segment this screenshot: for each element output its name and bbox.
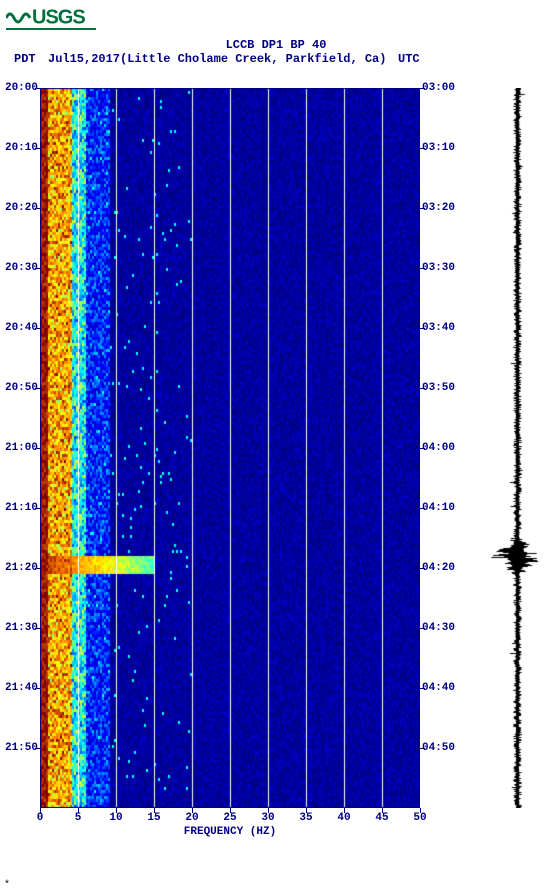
- pdt-tick: 20:00: [2, 82, 38, 94]
- freq-tick: 15: [144, 812, 164, 824]
- pdt-tick: 20:30: [2, 262, 38, 274]
- utc-label: UTC: [398, 52, 420, 66]
- chart-title: LCCB DP1 BP 40: [0, 38, 552, 52]
- utc-tick: 04:20: [422, 562, 460, 574]
- spectrogram-canvas: [40, 88, 420, 808]
- utc-tick: 04:10: [422, 502, 460, 514]
- utc-tick: 03:00: [422, 82, 460, 94]
- usgs-text: USGS: [32, 6, 85, 28]
- pdt-tick: 20:50: [2, 382, 38, 394]
- freq-tick: 5: [68, 812, 88, 824]
- pdt-label: PDT: [14, 52, 36, 66]
- freq-tick: 0: [30, 812, 50, 824]
- x-axis-label: FREQUENCY (HZ): [40, 826, 420, 838]
- pdt-tick: 21:30: [2, 622, 38, 634]
- utc-tick: 03:50: [422, 382, 460, 394]
- pdt-tick: 21:20: [2, 562, 38, 574]
- freq-tick: 10: [106, 812, 126, 824]
- pdt-tick: 20:10: [2, 142, 38, 154]
- freq-tick: 35: [296, 812, 316, 824]
- pdt-tick: 20:20: [2, 202, 38, 214]
- freq-tick: 30: [258, 812, 278, 824]
- utc-tick: 04:30: [422, 622, 460, 634]
- utc-tick: 03:20: [422, 202, 460, 214]
- utc-tick: 04:00: [422, 442, 460, 454]
- seismogram-canvas: [490, 88, 545, 808]
- utc-tick: 03:10: [422, 142, 460, 154]
- date-label: Jul15,2017: [48, 52, 120, 66]
- pdt-tick: 21:00: [2, 442, 38, 454]
- usgs-wave-icon: [6, 6, 32, 30]
- pdt-tick: 21:50: [2, 742, 38, 754]
- location-label: (Little Cholame Creek, Parkfield, Ca): [120, 52, 386, 66]
- footer-mark: *: [4, 880, 10, 891]
- spectrogram-plot: FREQUENCY (HZ) 20:0003:0020:1003:1020:20…: [40, 88, 420, 808]
- freq-tick: 50: [410, 812, 430, 824]
- freq-tick: 20: [182, 812, 202, 824]
- freq-tick: 45: [372, 812, 392, 824]
- utc-tick: 03:40: [422, 322, 460, 334]
- freq-tick: 40: [334, 812, 354, 824]
- pdt-tick: 21:40: [2, 682, 38, 694]
- utc-tick: 04:50: [422, 742, 460, 754]
- pdt-tick: 20:40: [2, 322, 38, 334]
- pdt-tick: 21:10: [2, 502, 38, 514]
- usgs-logo: USGS: [6, 6, 96, 30]
- utc-tick: 04:40: [422, 682, 460, 694]
- utc-tick: 03:30: [422, 262, 460, 274]
- freq-tick: 25: [220, 812, 240, 824]
